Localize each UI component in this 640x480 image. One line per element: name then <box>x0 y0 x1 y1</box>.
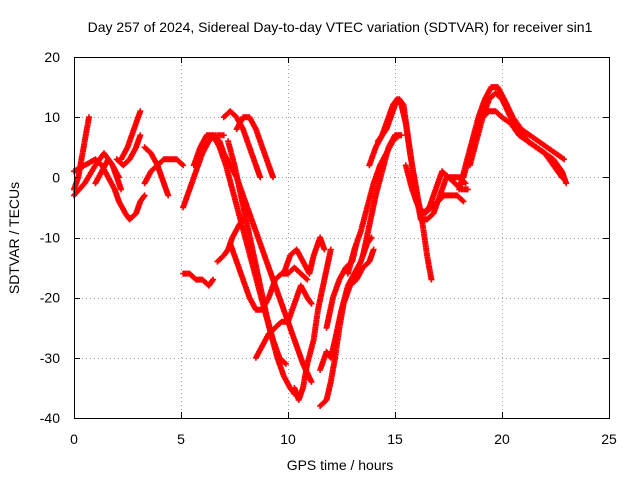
x-axis-label: GPS time / hours <box>287 457 394 473</box>
x-tick-label: 15 <box>387 431 403 447</box>
data-point-markers <box>225 138 289 367</box>
series-track-32 <box>460 108 565 181</box>
x-tick-label: 10 <box>280 431 296 447</box>
data-point-markers <box>180 270 217 289</box>
x-tick-label: 20 <box>494 431 510 447</box>
series-track-12 <box>233 114 276 181</box>
data-point-markers <box>141 144 172 199</box>
y-axis-label: SDTVAR / TECUs <box>6 182 22 294</box>
data-point-markers <box>280 234 328 277</box>
series-track-5 <box>118 108 144 163</box>
y-tick-label: 20 <box>44 49 60 65</box>
y-tick-label: -40 <box>40 410 60 426</box>
data-point-markers <box>113 132 144 169</box>
data-point-markers <box>359 132 405 259</box>
x-axis-tick-labels: 0 5 10 15 20 25 <box>70 431 617 447</box>
series-track-19 <box>291 246 334 403</box>
data-point-markers <box>233 114 276 181</box>
series-track-29 <box>402 162 467 217</box>
series-track-8 <box>141 156 187 187</box>
data-point-markers <box>291 246 334 403</box>
series-track-25 <box>359 132 405 259</box>
series-track-4 <box>92 156 125 193</box>
y-tick-label: -20 <box>40 290 60 306</box>
series-track-6 <box>113 132 144 169</box>
x-tick-label: 25 <box>601 431 617 447</box>
chart-title: Day 257 of 2024, Sidereal Day-to-day VTE… <box>88 19 593 35</box>
axis-ticks <box>74 57 610 419</box>
series-track-14 <box>225 138 289 367</box>
y-tick-label: 0 <box>52 169 60 185</box>
data-point-markers <box>252 282 315 361</box>
series-track-11 <box>220 108 264 181</box>
data-series <box>71 84 570 409</box>
y-tick-label: -30 <box>40 350 60 366</box>
series-track-15 <box>180 270 217 289</box>
y-axis-tick-labels: -40 -30 -20 -10 0 10 20 <box>40 49 60 426</box>
data-point-markers <box>141 156 187 187</box>
data-point-markers <box>220 108 264 181</box>
data-point-markers <box>118 108 144 163</box>
series-track-18 <box>280 234 328 277</box>
data-point-markers <box>460 108 565 181</box>
y-tick-label: 10 <box>44 109 60 125</box>
series-track-7 <box>141 144 172 199</box>
x-tick-label: 5 <box>177 431 185 447</box>
data-point-markers <box>402 162 467 217</box>
x-tick-label: 0 <box>70 431 78 447</box>
data-point-markers <box>92 156 125 193</box>
y-tick-label: -10 <box>40 230 60 246</box>
series-track-20 <box>252 282 315 361</box>
